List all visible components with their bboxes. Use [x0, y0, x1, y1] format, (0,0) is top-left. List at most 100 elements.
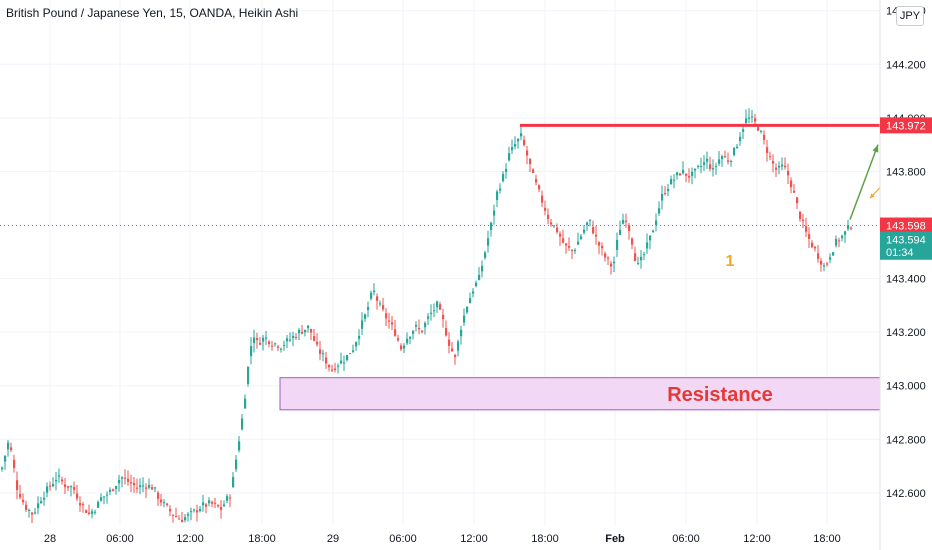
candle-body: [592, 227, 595, 234]
candle-body: [163, 502, 166, 504]
candle-body: [343, 362, 346, 364]
price-label-text: 143.972: [886, 120, 926, 132]
candle-body: [733, 147, 736, 156]
candle-body: [745, 118, 748, 123]
candle-body: [409, 336, 412, 339]
candle-body: [166, 503, 169, 506]
candle-body: [697, 165, 700, 167]
candle-body: [838, 240, 841, 242]
candle-body: [661, 193, 664, 201]
candle-body: [694, 168, 697, 171]
candle-body: [31, 512, 34, 515]
candle-body: [418, 328, 421, 330]
price-tick-label: 143.800: [886, 166, 926, 178]
candle-body: [187, 514, 190, 516]
candle-body: [235, 459, 238, 470]
candle-body: [499, 188, 502, 191]
candle-body: [640, 256, 643, 261]
candle-body: [247, 366, 250, 384]
candle-body: [70, 486, 73, 488]
candle-body: [772, 161, 775, 164]
candle-body: [841, 235, 844, 239]
candle-body: [589, 219, 592, 221]
candle-body: [52, 484, 55, 487]
candle-body: [532, 169, 535, 173]
candle-body: [46, 486, 49, 493]
candle-body: [295, 336, 298, 338]
candle-body: [523, 139, 526, 145]
candle-body: [382, 305, 385, 310]
currency-button[interactable]: JPY: [896, 6, 924, 26]
candle-body: [139, 485, 142, 487]
candle-body: [133, 483, 136, 486]
candle-body: [85, 510, 88, 513]
candle-body: [445, 328, 448, 336]
candle-body: [691, 171, 694, 176]
candle-body: [115, 486, 118, 489]
candle-body: [367, 307, 370, 311]
candle-body: [25, 504, 28, 510]
time-tick-label: 28: [44, 533, 56, 545]
candle-body: [607, 257, 610, 259]
candle-body: [1, 467, 4, 470]
time-tick-label: Feb: [605, 533, 625, 545]
candle-body: [688, 175, 691, 178]
candle-body: [91, 511, 94, 514]
candle-body: [550, 222, 553, 225]
candle-body: [430, 312, 433, 314]
candle-body: [826, 263, 829, 265]
candle-body: [43, 497, 46, 500]
candle-body: [544, 207, 547, 211]
price-tick-label: 144.200: [886, 59, 926, 71]
candle-body: [808, 234, 811, 239]
candle-body: [649, 235, 652, 241]
candle-body: [487, 238, 490, 246]
candle-body: [82, 504, 85, 506]
candle-body: [322, 353, 325, 355]
candle-body: [787, 170, 790, 176]
candle-body: [679, 173, 682, 176]
time-tick-label: 12:00: [743, 533, 771, 545]
candle-body: [628, 225, 631, 232]
candle-body: [229, 497, 232, 499]
candle-body: [292, 336, 295, 339]
candle-body: [310, 328, 313, 333]
candle-body: [169, 508, 172, 512]
time-tick-label: 06:00: [389, 533, 417, 545]
candle-body: [763, 134, 766, 140]
candle-body: [502, 173, 505, 182]
candle-body: [508, 153, 511, 161]
candle-body: [643, 254, 646, 256]
price-tick-label: 142.800: [886, 434, 926, 446]
price-label-text: 01:34: [886, 247, 914, 259]
candle-body: [448, 339, 451, 346]
candles: [1, 108, 853, 524]
candle-body: [622, 219, 625, 224]
candle-body: [547, 214, 550, 220]
time-tick-label: 18:00: [248, 533, 276, 545]
candle-body: [16, 480, 19, 491]
candle-body: [496, 191, 499, 200]
time-tick-label: 06:00: [106, 533, 134, 545]
candle-body: [454, 355, 457, 358]
candle-body: [814, 246, 817, 249]
candle-body: [739, 136, 742, 141]
candle-body: [514, 144, 517, 147]
candle-body: [424, 323, 427, 328]
candle-body: [376, 296, 379, 301]
candle-body: [463, 315, 466, 323]
candle-body: [193, 509, 196, 511]
price-label-badge: [880, 217, 932, 234]
candle-body: [715, 166, 718, 168]
candle-body: [619, 229, 622, 235]
candle-body: [349, 353, 352, 355]
candle-body: [268, 341, 271, 345]
candle-body: [616, 240, 619, 250]
candle-body: [601, 246, 604, 249]
candle-body: [214, 502, 217, 504]
candle-body: [565, 243, 568, 246]
candle-body: [334, 368, 337, 371]
candle-body: [517, 138, 520, 142]
